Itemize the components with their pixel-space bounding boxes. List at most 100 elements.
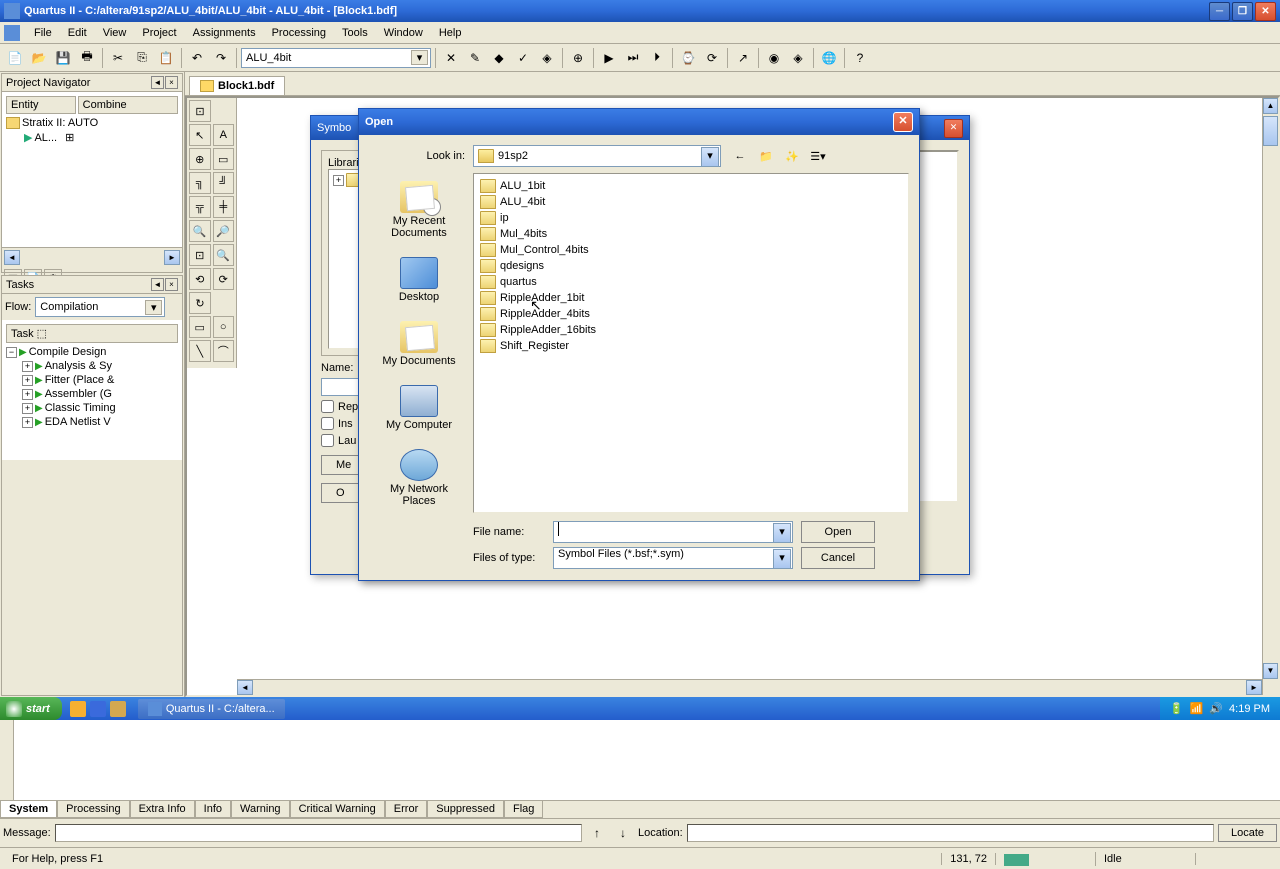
- tray-ie-icon[interactable]: [90, 701, 106, 717]
- flow-dropdown[interactable]: Compilation: [35, 297, 165, 317]
- back-icon[interactable]: ←: [729, 145, 751, 167]
- flip-v-icon[interactable]: ⟳: [213, 268, 235, 290]
- tray-chrome-icon[interactable]: [70, 701, 86, 717]
- paste-icon[interactable]: 📋: [155, 47, 177, 69]
- rep-checkbox[interactable]: [321, 400, 334, 413]
- tool-14-icon[interactable]: 🌐: [818, 47, 840, 69]
- place-desktop[interactable]: Desktop: [373, 253, 465, 307]
- location-input[interactable]: [687, 824, 1214, 842]
- scroll-right-icon[interactable]: ►: [164, 250, 180, 265]
- close-button[interactable]: ✕: [1255, 2, 1276, 21]
- tab-critwarning[interactable]: Critical Warning: [290, 801, 385, 818]
- msg-down-icon[interactable]: ↓: [612, 822, 634, 844]
- up-folder-icon[interactable]: 📁: [755, 145, 777, 167]
- message-input[interactable]: [55, 824, 582, 842]
- tool-12-icon[interactable]: ◉: [763, 47, 785, 69]
- new-folder-icon[interactable]: ✨: [781, 145, 803, 167]
- tab-flag[interactable]: Flag: [504, 801, 543, 818]
- task-timing[interactable]: +▶Classic Timing: [4, 401, 180, 415]
- open-icon[interactable]: 📂: [28, 47, 50, 69]
- entity-item[interactable]: ▶ AL... ⊞: [4, 130, 180, 145]
- open-close-button[interactable]: ✕: [893, 112, 913, 132]
- redo-icon[interactable]: ↷: [210, 47, 232, 69]
- tool-1-icon[interactable]: ✕: [440, 47, 462, 69]
- line2-icon[interactable]: ╝: [213, 172, 235, 194]
- lookin-dropdown[interactable]: 91sp2: [473, 145, 721, 167]
- cut-icon[interactable]: ✂: [107, 47, 129, 69]
- file-list[interactable]: ALU_1bitALU_4bitipMul_4bitsMul_Control_4…: [473, 173, 909, 513]
- tray-icon-2[interactable]: 📶: [1190, 702, 1204, 715]
- line3-icon[interactable]: ╦: [189, 196, 211, 218]
- rotate-icon[interactable]: ↻: [189, 292, 211, 314]
- arc-icon[interactable]: ⌒: [213, 340, 235, 362]
- symbol-close-button[interactable]: ✕: [944, 119, 963, 138]
- tray-icon-1[interactable]: 🔋: [1170, 702, 1184, 715]
- tab-suppressed[interactable]: Suppressed: [427, 801, 504, 818]
- file-item[interactable]: ALU_4bit: [478, 194, 904, 210]
- save-icon[interactable]: 💾: [52, 47, 74, 69]
- taskbar-quartus[interactable]: Quartus II - C:/altera...: [138, 699, 285, 719]
- print-icon[interactable]: 🖶: [76, 47, 98, 69]
- undo-icon[interactable]: ↶: [186, 47, 208, 69]
- maximize-button[interactable]: ❐: [1232, 2, 1253, 21]
- tab-system[interactable]: System: [0, 801, 57, 818]
- place-recent[interactable]: My Recent Documents: [373, 177, 465, 243]
- line4-icon[interactable]: ╪: [213, 196, 235, 218]
- rect-icon[interactable]: ▭: [189, 316, 211, 338]
- zoom-in-icon[interactable]: 🔎: [213, 220, 235, 242]
- place-network[interactable]: My Network Places: [373, 445, 465, 511]
- device-row[interactable]: Stratix II: AUTO: [4, 116, 180, 130]
- task-compile[interactable]: −▶Compile Design: [4, 345, 180, 359]
- tab-info[interactable]: Info: [195, 801, 231, 818]
- filetype-dropdown[interactable]: Symbol Files (*.bsf;*.sym): [553, 547, 793, 569]
- tab-block1[interactable]: Block1.bdf: [189, 76, 285, 95]
- dt-1-icon[interactable]: ⊡: [189, 100, 211, 122]
- tray-icon-3[interactable]: 🔊: [1209, 702, 1223, 715]
- device-dropdown[interactable]: ALU_4bit: [241, 48, 431, 68]
- tasks-close-icon[interactable]: ×: [165, 278, 178, 291]
- task-assembler[interactable]: +▶Assembler (G: [4, 387, 180, 401]
- clock[interactable]: 4:19 PM: [1229, 703, 1270, 715]
- menu-edit[interactable]: Edit: [60, 25, 95, 41]
- panel-close-icon[interactable]: ×: [165, 76, 178, 89]
- menu-project[interactable]: Project: [134, 25, 184, 41]
- copy-icon[interactable]: ⎘: [131, 47, 153, 69]
- panel-left-icon[interactable]: ◄: [151, 76, 164, 89]
- line1-icon[interactable]: ╗: [189, 172, 211, 194]
- file-item[interactable]: ALU_1bit: [478, 178, 904, 194]
- system-tray[interactable]: 🔋 📶 🔊 4:19 PM: [1160, 697, 1280, 720]
- lau-checkbox[interactable]: [321, 434, 334, 447]
- tool-9-icon[interactable]: ⌚: [677, 47, 699, 69]
- minimize-button[interactable]: ─: [1209, 2, 1230, 21]
- menu-tools[interactable]: Tools: [334, 25, 376, 41]
- line-icon[interactable]: ╲: [189, 340, 211, 362]
- task-fitter[interactable]: +▶Fitter (Place &: [4, 373, 180, 387]
- file-item[interactable]: RippleAdder_16bits: [478, 322, 904, 338]
- tool-2-icon[interactable]: ✎: [464, 47, 486, 69]
- tab-extrainfo[interactable]: Extra Info: [130, 801, 195, 818]
- scroll-left-icon[interactable]: ◄: [4, 250, 20, 265]
- file-item[interactable]: Mul_4bits: [478, 226, 904, 242]
- tab-error[interactable]: Error: [385, 801, 427, 818]
- symbol-icon[interactable]: ⊕: [189, 148, 211, 170]
- views-icon[interactable]: ☰▾: [807, 145, 829, 167]
- dt-fit-icon[interactable]: ⊡: [189, 244, 211, 266]
- task-analysis[interactable]: +▶Analysis & Sy: [4, 359, 180, 373]
- combine-col[interactable]: Combine: [78, 96, 178, 114]
- task-col-header[interactable]: Task ⬚: [6, 324, 178, 343]
- entity-col[interactable]: Entity: [6, 96, 76, 114]
- tab-processing[interactable]: Processing: [57, 801, 129, 818]
- block-icon[interactable]: ▭: [213, 148, 235, 170]
- file-item[interactable]: RippleAdder_4bits: [478, 306, 904, 322]
- tray-folder-icon[interactable]: [110, 701, 126, 717]
- editor-vscroll[interactable]: ▲ ▼: [1262, 98, 1278, 695]
- file-item[interactable]: RippleAdder_1bit: [478, 290, 904, 306]
- ins-checkbox[interactable]: [321, 417, 334, 430]
- menu-help[interactable]: Help: [431, 25, 470, 41]
- locate-button[interactable]: Locate: [1218, 824, 1277, 842]
- dt-find-icon[interactable]: 🔍: [213, 244, 235, 266]
- tool-11-icon[interactable]: ↗: [732, 47, 754, 69]
- file-item[interactable]: Mul_Control_4bits: [478, 242, 904, 258]
- tool-6-icon[interactable]: ⊕: [567, 47, 589, 69]
- tasks-left-icon[interactable]: ◄: [151, 278, 164, 291]
